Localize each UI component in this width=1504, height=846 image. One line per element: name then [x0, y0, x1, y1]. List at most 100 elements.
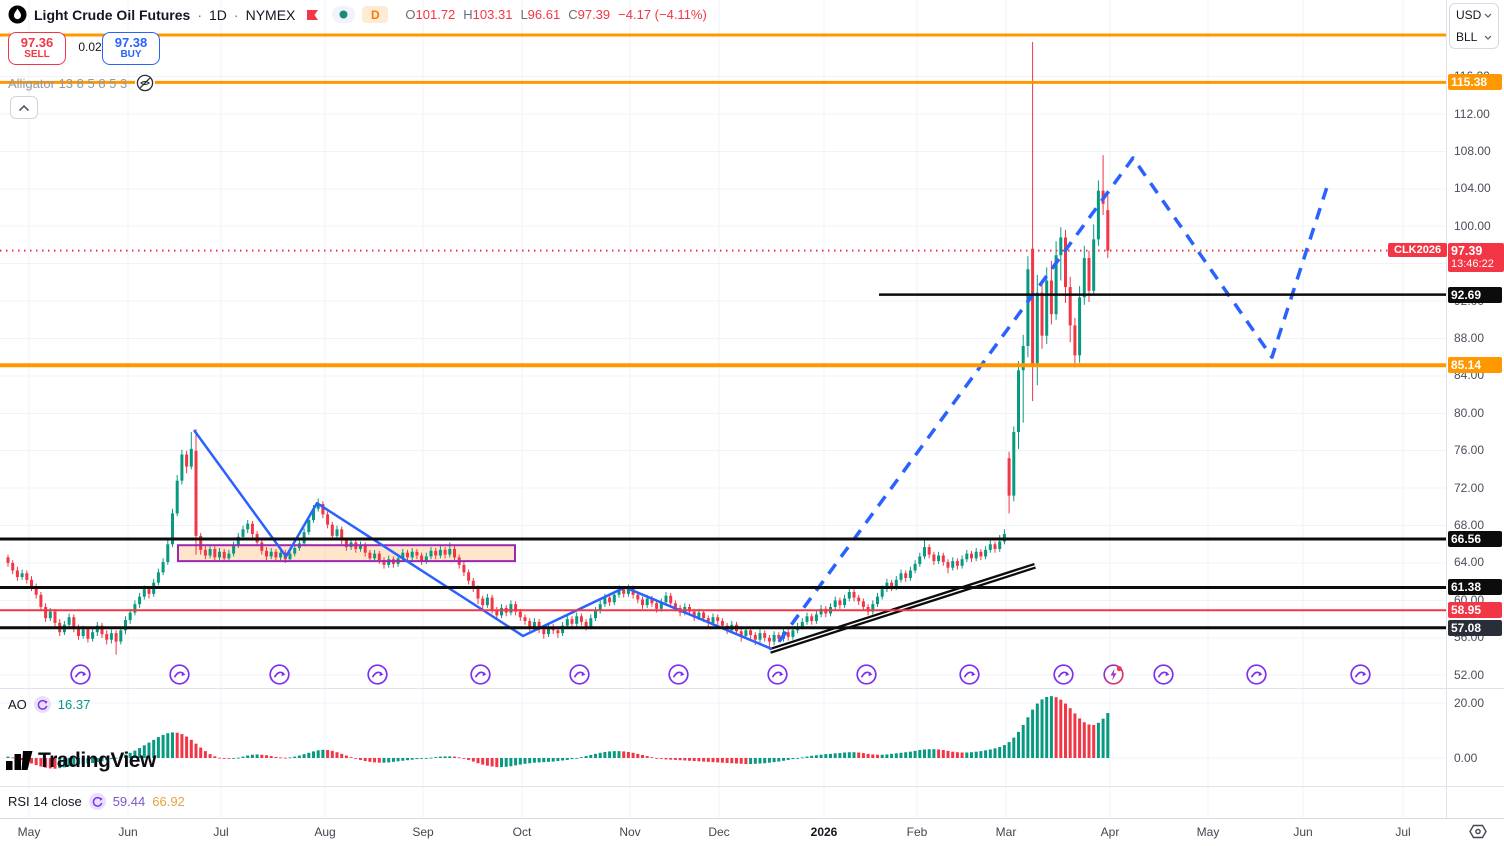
ao-bar [326, 750, 330, 758]
ao-bar [692, 758, 696, 762]
candle-body [899, 573, 903, 580]
candle-body [1049, 280, 1053, 315]
candle-body [579, 616, 583, 622]
candle-body [279, 552, 283, 558]
candle-body [636, 594, 640, 600]
candle-body [490, 597, 494, 610]
ao-bar [763, 758, 767, 764]
down-impulse-zigzag[interactable] [192, 429, 773, 651]
ao-bar [772, 758, 776, 763]
candle-body [951, 561, 955, 568]
candle-body [180, 454, 184, 481]
time-scale[interactable]: May Jun Jul Aug Sep Oct Nov Dec 2026 Feb Mar Apr May… [0, 818, 1504, 845]
candle-body [500, 607, 503, 616]
ao-bar [114, 757, 118, 759]
ao-label[interactable]: AO [8, 697, 27, 712]
ao-bar [937, 749, 941, 758]
ao-bar [880, 754, 884, 758]
tradingview-logo[interactable]: TradingView [6, 748, 156, 773]
ao-bar [250, 754, 254, 758]
timeframe-value[interactable]: 1D [209, 6, 227, 23]
rsi-label[interactable]: RSI 14 close [8, 794, 82, 809]
flag-icon[interactable] [306, 9, 319, 21]
ao-bar [749, 758, 753, 765]
candle-body [86, 629, 90, 639]
price-level-badge: 57.08 [1448, 619, 1502, 636]
ao-bar [979, 751, 983, 758]
ao-bar [138, 748, 142, 758]
ao-bar [429, 757, 433, 759]
eye-off-icon[interactable] [135, 73, 156, 93]
candle-body [481, 598, 485, 606]
candle-body [293, 548, 297, 554]
timeframe-badge[interactable]: D [362, 6, 389, 23]
rollover-marker-icon[interactable] [268, 663, 290, 685]
rollover-marker-icon[interactable] [958, 663, 980, 685]
rollover-marker-icon[interactable] [1052, 663, 1074, 685]
candle-body [246, 523, 250, 530]
ao-bar [53, 758, 57, 769]
candle-body [706, 618, 710, 623]
ao-bar [735, 758, 738, 764]
candle-body [603, 597, 607, 605]
ao-bar [1064, 703, 1067, 758]
ao-bar [424, 758, 428, 759]
candle-body [927, 547, 931, 555]
pane-separator[interactable] [0, 688, 1504, 689]
rollover-marker-icon[interactable] [855, 663, 877, 685]
market-status-pill[interactable] [332, 6, 356, 23]
ao-bar [767, 758, 771, 763]
ao-bar [988, 749, 992, 758]
candle-body [523, 617, 527, 621]
symbol-title[interactable]: Light Crude Oil Futures [34, 6, 191, 23]
pane-separator[interactable] [0, 786, 1504, 787]
currency-selector[interactable]: USD [1450, 4, 1498, 26]
scale-settings-icon[interactable] [1468, 822, 1488, 846]
time-tick: 2026 [810, 825, 838, 839]
collapse-toolbar-button[interactable] [10, 96, 38, 119]
rollover-marker-icon[interactable] [1245, 663, 1267, 685]
supply-zone-box-border[interactable] [177, 544, 516, 563]
buy-button[interactable]: 97.38 BUY [102, 32, 160, 65]
exchange-name[interactable]: NYMEX [245, 6, 296, 23]
price-scale[interactable]: 116.00112.00108.00104.00100.0096.0092.00… [1446, 0, 1504, 818]
candle-body [641, 599, 644, 606]
ao-refresh-icon[interactable] [33, 696, 51, 713]
ao-bar [664, 758, 668, 760]
ao-bar [490, 758, 494, 767]
candle-body [269, 551, 273, 557]
rollover-marker-icon[interactable] [69, 663, 91, 685]
rollover-marker-icon[interactable] [1349, 663, 1371, 685]
ao-bar [1068, 708, 1072, 758]
ao-bar [410, 758, 414, 760]
rollover-marker-icon[interactable] [667, 663, 689, 685]
ao-bar [984, 750, 988, 758]
unit-selector[interactable]: BLL [1450, 26, 1498, 48]
candle-body [528, 620, 532, 628]
candle-body [955, 561, 959, 566]
candle-body [438, 549, 442, 556]
candle-body [720, 620, 724, 626]
ao-bar [415, 758, 419, 760]
rollover-marker-icon[interactable] [766, 663, 788, 685]
rollover-marker-icon[interactable] [1152, 663, 1174, 685]
rollover-marker-icon[interactable] [568, 663, 590, 685]
ao-bar [941, 750, 945, 758]
rollover-marker-icon[interactable] [168, 663, 190, 685]
ao-bar [58, 758, 62, 769]
event-lightning-marker-icon[interactable] [1102, 663, 1124, 685]
rsi-refresh-icon[interactable] [88, 793, 106, 810]
rollover-marker-icon[interactable] [469, 663, 491, 685]
candle-body [335, 529, 339, 536]
ao-bar [1021, 725, 1025, 758]
ao-bar [500, 758, 503, 768]
ao-bar [800, 757, 804, 759]
rollover-marker-icon[interactable] [366, 663, 388, 685]
ao-bar [1002, 745, 1006, 758]
alligator-label[interactable]: Alligator 13 8 5 8 5 3 [8, 75, 128, 91]
sell-button[interactable]: 97.36 SELL [8, 32, 66, 65]
ao-bar [495, 758, 499, 768]
candle-body [617, 589, 621, 595]
projection-zigzag[interactable] [777, 156, 1329, 643]
